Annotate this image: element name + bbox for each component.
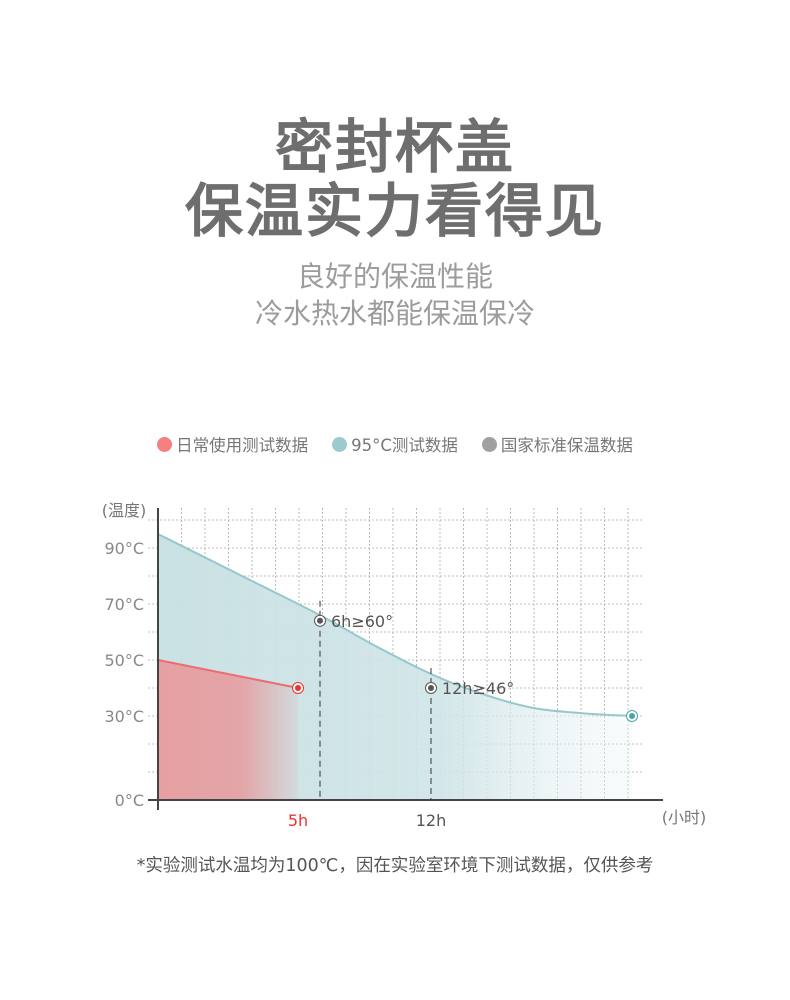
legend-item-daily: 日常使用测试数据 [157,432,308,456]
x-axis-label: (小时) [662,808,707,827]
y-tick-label: 70°C [104,595,144,614]
y-tick-label: 50°C [104,651,144,670]
x-tick-label: 12h [416,811,447,830]
title-line-1: 密封杯盖 [274,113,515,181]
data-point-marker [428,685,434,691]
chart-legend: 日常使用测试数据 95°C测试数据 国家标准保温数据 [0,432,790,456]
y-tick-label: 0°C [115,791,144,810]
legend-label: 日常使用测试数据 [176,436,309,455]
data-point-marker [295,685,301,691]
y-axis-label: (温度) [102,501,147,520]
legend-dot-daily [157,436,173,452]
legend-label: 95°C测试数据 [351,436,458,455]
legend-label: 国家标准保温数据 [500,436,633,455]
y-tick-label: 30°C [104,707,144,726]
legend-dot-95c [332,436,348,452]
y-tick-label: 90°C [104,539,144,558]
subtitle-line-1: 良好的保温性能 [296,260,493,293]
legend-dot-standard [481,436,497,452]
x-tick-label: 5h [288,811,308,830]
legend-item-95c: 95°C测试数据 [332,432,458,456]
data-point-marker [317,617,323,624]
subtitle-line-2: 冷水热水都能保温保冷 [254,297,535,330]
data-point-marker [629,713,635,719]
legend-item-standard: 国家标准保温数据 [481,432,633,456]
series-line-daily [157,659,299,689]
marker-label: 12h≥46° [442,679,514,698]
series-area-daily [158,660,298,800]
series-line-95c [157,533,633,717]
title-line-2: 保温实力看得见 [184,177,605,245]
marker-label: 6h≥60° [331,612,393,631]
footnote: *实验测试水温均为100℃，因在实验室环境下测试数据，仅供参考 [136,856,654,876]
